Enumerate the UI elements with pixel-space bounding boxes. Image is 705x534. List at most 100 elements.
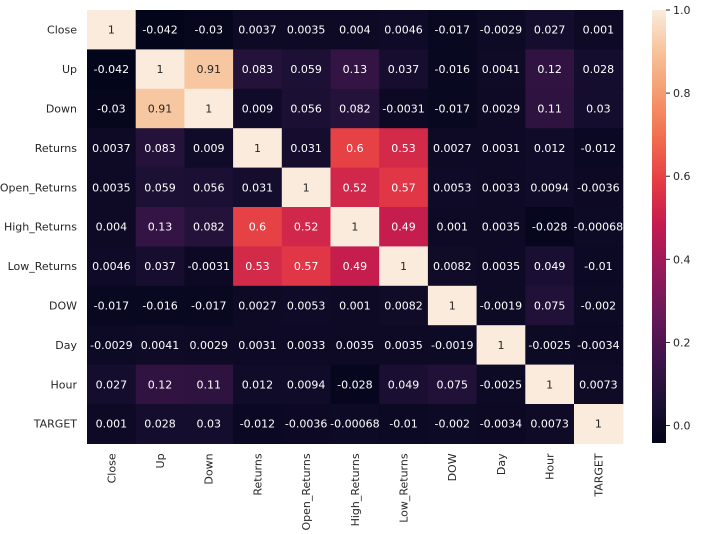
cell-value-label: 1 <box>546 378 553 391</box>
cell-value-label: 0.059 <box>290 63 322 76</box>
heatmap-cell-up-dow <box>427 49 478 90</box>
y-tick-label: Hour <box>51 378 78 391</box>
cell-value-label: 0.083 <box>242 63 274 76</box>
cell-value-label: 0.0029 <box>190 339 229 352</box>
cell-value-label: -0.017 <box>94 300 129 313</box>
cell-value-label: 0.0073 <box>530 418 569 431</box>
cell-value-label: -0.01 <box>389 418 417 431</box>
heatmap-cell-up-down <box>184 49 234 90</box>
x-tick-label: High_Returns <box>349 453 362 526</box>
heatmap-cell-down-dow <box>427 88 478 129</box>
y-tick-label: Day <box>55 339 77 352</box>
heatmap-cell-high-returns-target <box>574 207 624 247</box>
heatmap-cell-hour-low-returns <box>379 364 429 405</box>
cell-value-label: 0.53 <box>391 142 416 155</box>
colorbar-tick-label: 0.4 <box>673 253 691 266</box>
heatmap-annotations: 1 -0.042 -0.03 0.0037 0.0035 0.004 0.0046 -0.01… <box>90 24 623 431</box>
cell-value-label: 1 <box>205 103 212 116</box>
cell-value-label: 0.059 <box>144 181 176 194</box>
heatmap-cell-close-close <box>87 10 137 50</box>
cell-value-label: -0.00068 <box>330 418 379 431</box>
cell-value-label: 0.056 <box>193 181 225 194</box>
heatmap-cell-up-day <box>476 49 526 90</box>
cell-value-label: 0.0082 <box>384 300 423 313</box>
cell-value-label: 0.12 <box>148 378 173 391</box>
cell-value-label: -0.0034 <box>480 418 522 431</box>
cell-value-label: 1 <box>254 142 261 155</box>
cell-value-label: 0.0035 <box>92 181 131 194</box>
heatmap-cell-up-low-returns <box>379 49 429 90</box>
heatmap-cell-open-returns-up <box>135 167 185 208</box>
heatmap-cell-close-target <box>574 10 624 50</box>
cell-value-label: 0.0037 <box>238 24 277 37</box>
y-tick-label: Up <box>62 63 77 76</box>
heatmap-cell-hour-up <box>135 364 185 405</box>
heatmap-cell-hour-close <box>87 364 137 405</box>
cell-value-label: 0.012 <box>242 378 274 391</box>
heatmap-cell-down-low-returns <box>379 88 429 129</box>
heatmap-cell-high-returns-returns <box>233 207 283 247</box>
heatmap-cell-up-returns <box>233 49 283 90</box>
cell-value-label: -0.028 <box>337 378 372 391</box>
cell-value-label: 0.075 <box>437 378 469 391</box>
cell-value-label: -0.0031 <box>382 103 424 116</box>
cell-value-label: 0.049 <box>388 378 420 391</box>
heatmap-cell-low-returns-target <box>574 246 624 287</box>
heatmap-cell-close-up <box>135 10 185 50</box>
cell-value-label: 0.52 <box>294 221 319 234</box>
cell-value-label: 0.0046 <box>92 260 131 273</box>
heatmap-cell-down-high-returns <box>330 88 380 129</box>
heatmap-cell-low-returns-open-returns <box>281 246 332 287</box>
cell-value-label: 0.082 <box>339 103 371 116</box>
cell-value-label: -0.0036 <box>577 181 619 194</box>
cell-value-label: -0.002 <box>581 300 616 313</box>
heatmap-cell-dow-hour <box>525 285 575 326</box>
cell-value-label: 0.6 <box>249 221 267 234</box>
heatmap-cell-up-up <box>135 49 185 90</box>
cell-value-label: -0.0031 <box>188 260 230 273</box>
heatmap-cell-down-close <box>87 88 137 129</box>
cell-value-label: 0.0073 <box>579 378 618 391</box>
cell-value-label: -0.042 <box>94 63 129 76</box>
heatmap-cell-returns-target <box>574 128 624 169</box>
heatmap-cell-hour-hour <box>525 364 575 405</box>
heatmap-cell-up-open-returns <box>281 49 332 90</box>
heatmap-cell-low-returns-down <box>184 246 234 287</box>
cell-value-label: 0.004 <box>96 221 128 234</box>
heatmap-cell-down-hour <box>525 88 575 129</box>
heatmap-cell-high-returns-dow <box>427 207 478 247</box>
heatmap-cell-hour-open-returns <box>281 364 332 405</box>
heatmap-cell-target-dow <box>427 404 478 444</box>
cell-value-label: -0.017 <box>191 300 226 313</box>
cell-value-label: 0.009 <box>193 142 225 155</box>
cell-value-label: 0.049 <box>534 260 566 273</box>
heatmap-cells <box>87 10 624 444</box>
cell-value-label: 0.0035 <box>482 221 521 234</box>
heatmap-cell-high-returns-day <box>476 207 526 247</box>
heatmap-cell-close-dow <box>427 10 478 50</box>
heatmap-cell-low-returns-returns <box>233 246 283 287</box>
heatmap-cell-close-low-returns <box>379 10 429 50</box>
heatmap-cell-dow-dow <box>427 285 478 326</box>
cell-value-label: 0.027 <box>96 378 128 391</box>
x-tick-label: Returns <box>251 453 264 496</box>
cell-value-label: 1 <box>497 339 504 352</box>
cell-value-label: 1 <box>449 300 456 313</box>
heatmap-cell-day-down <box>184 325 234 366</box>
heatmap-cell-dow-returns <box>233 285 283 326</box>
cell-value-label: 0.57 <box>294 260 319 273</box>
cell-value-label: -0.016 <box>435 63 470 76</box>
cell-value-label: 0.49 <box>391 221 416 234</box>
cell-value-label: 0.6 <box>346 142 364 155</box>
heatmap-cell-high-returns-down <box>184 207 234 247</box>
heatmap-cell-returns-hour <box>525 128 575 169</box>
cell-value-label: -0.0034 <box>577 339 619 352</box>
cell-value-label: -0.0025 <box>528 339 570 352</box>
cell-value-label: 0.009 <box>242 103 274 116</box>
cell-value-label: -0.03 <box>195 24 223 37</box>
heatmap-cell-high-returns-high-returns <box>330 207 380 247</box>
heatmap-cell-day-close <box>87 325 137 366</box>
x-tick-label: Day <box>495 453 508 475</box>
cell-value-label: -0.0029 <box>480 24 522 37</box>
heatmap-cell-day-up <box>135 325 185 366</box>
